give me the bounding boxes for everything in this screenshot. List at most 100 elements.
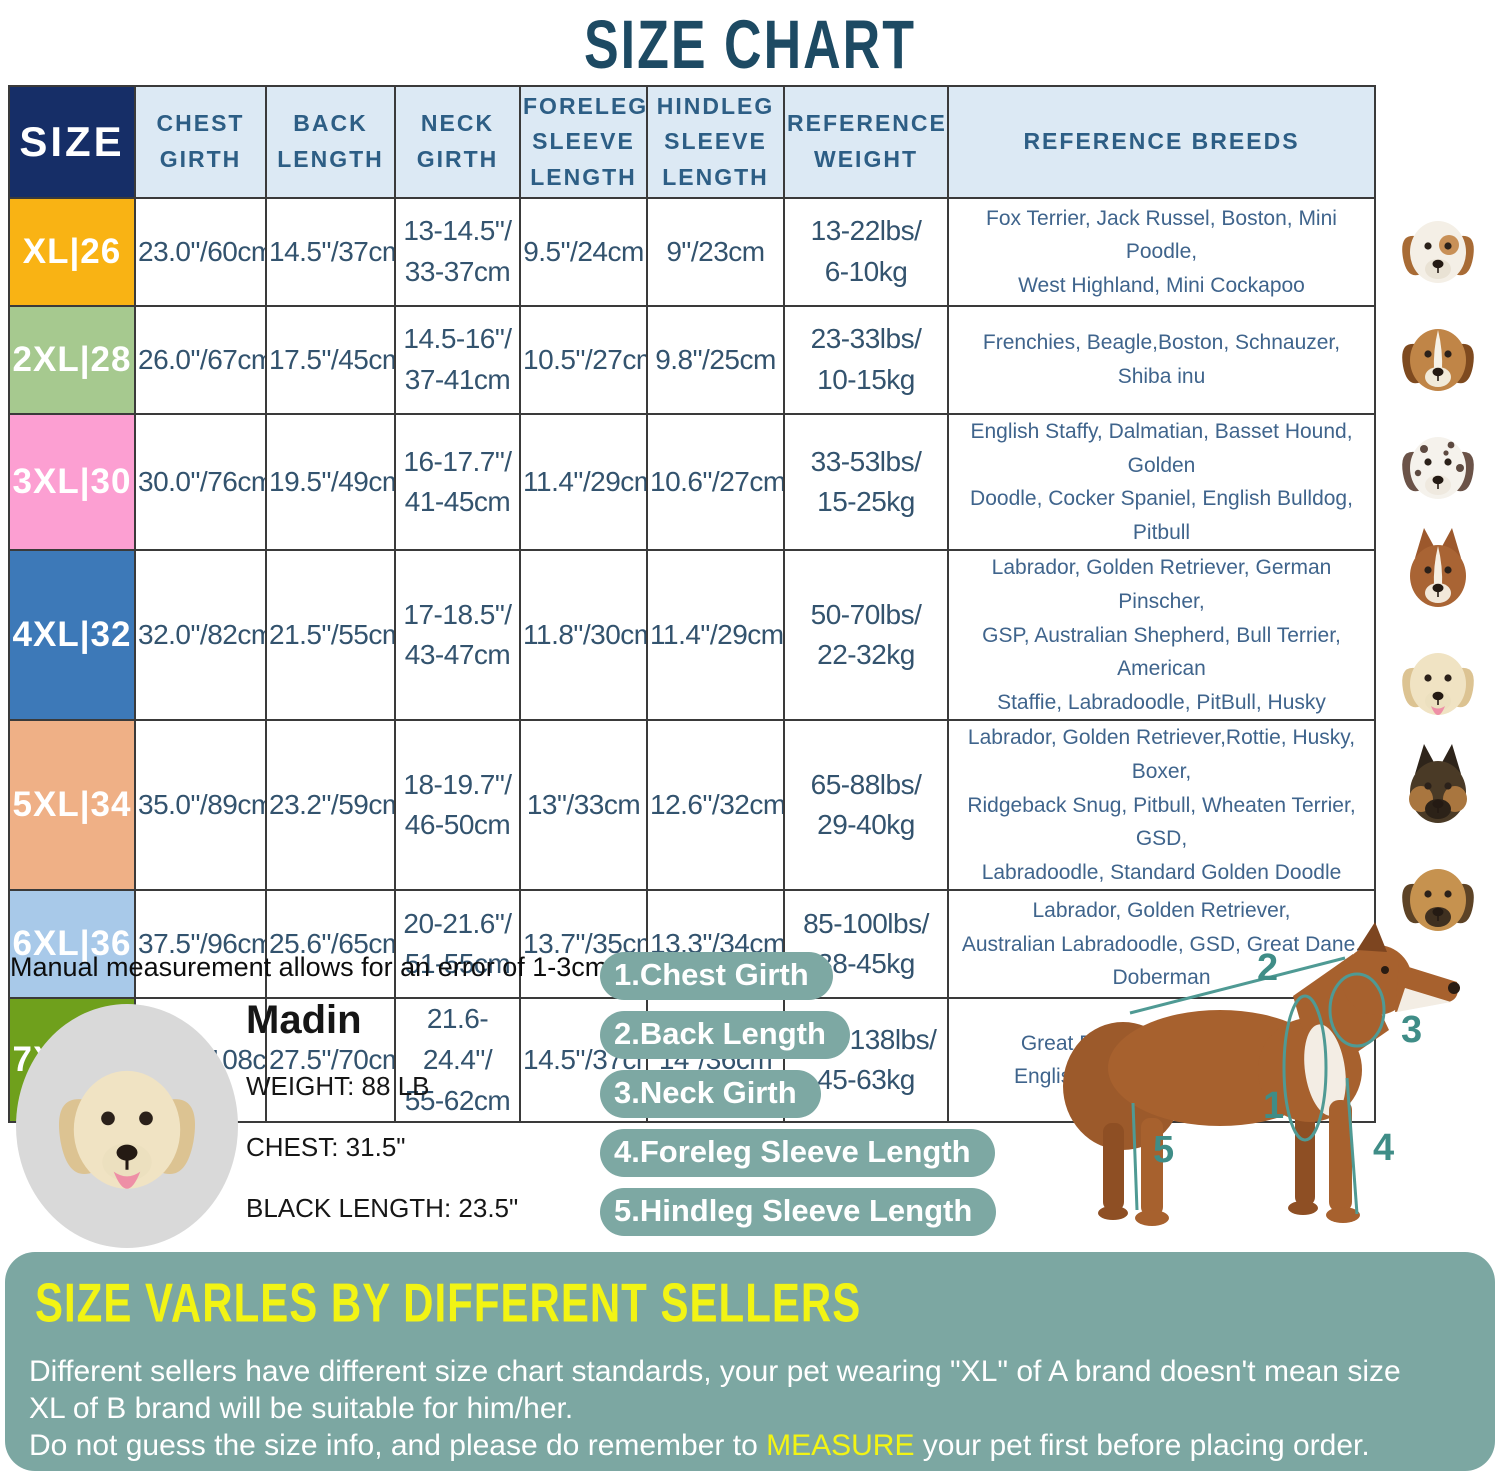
seller-notice-body: Different sellers have different size ch… <box>29 1354 1471 1465</box>
size-label-cell: 5XL|34 <box>8 719 136 892</box>
measurement-cell: 26.0"/67cm <box>134 305 267 415</box>
reference-breeds-cell: Frenchies, Beagle,Boston, Schnauzer, Shi… <box>947 305 1376 415</box>
reference-breeds-cell: Labrador, Golden Retriever, German Pinsc… <box>947 549 1376 722</box>
seller-notice-heading: SIZE VARLES BY DIFFERENT SELLERS <box>35 1272 862 1334</box>
column-header: HINDLEG SLEEVE LENGTH <box>646 85 785 199</box>
measurement-cell: 50-70lbs/ 22-32kg <box>783 549 949 722</box>
example-dog-name: Madin <box>246 998 362 1042</box>
size-row: 5XL|34 35.0"/89cm 23.2"/59cm 18-19.7"/ 46-5… <box>8 719 1376 892</box>
measurement-cell: 32.0"/82cm <box>134 549 267 722</box>
diagram-number-5: 5 <box>1153 1129 1174 1171</box>
example-dog-photo <box>16 1004 238 1248</box>
measurement-cell: 21.6-24.4"/ 55-62cm <box>394 997 521 1124</box>
notice-line-1: Different sellers have different size ch… <box>29 1355 1401 1388</box>
reference-breeds-cell: English Staffy, Dalmatian, Basset Hound,… <box>947 412 1376 552</box>
measurement-cell: 35.0"/89cm <box>134 719 267 892</box>
diagram-number-1: 1 <box>1263 1085 1284 1127</box>
dog-photo-jack-russell <box>1382 197 1494 303</box>
measurement-cell: 23.2"/59cm <box>265 719 396 892</box>
example-back-length: BLACK LENGTH: 23.5" <box>246 1193 519 1223</box>
diagram-number-4: 4 <box>1373 1127 1394 1169</box>
measurement-cell: 16-17.7"/ 41-45cm <box>394 412 521 552</box>
example-chest: CHEST: 31.5" <box>246 1132 406 1162</box>
measurement-cell: 33-53lbs/ 15-25kg <box>783 412 949 552</box>
measurement-cell: 14.5"/37cm <box>265 197 396 307</box>
measurement-cell: 30.0"/76cm <box>134 412 267 552</box>
diagram-number-3: 3 <box>1401 1009 1422 1051</box>
measurement-cell: 85-100lbs/ 38-45kg <box>783 889 949 1000</box>
measurement-pill: 2.Back Length <box>600 1011 850 1059</box>
measurement-cell: 13-22lbs/ 6-10kg <box>783 197 949 307</box>
dog-photo-dalmatian <box>1382 413 1494 519</box>
column-header-size: SIZE <box>8 85 136 199</box>
measurement-legend: 1.Chest Girth 2.Back Length 3.Neck Girth 4.… <box>600 952 997 1236</box>
measurement-cell: 27.5"/70cm <box>265 997 396 1124</box>
measurement-cell: 13-14.5"/ 33-37cm <box>394 197 521 307</box>
reference-breeds-cell: Labrador, Golden Retriever, Australian L… <box>947 889 1376 1000</box>
measure-highlight: MEASURE <box>766 1428 915 1462</box>
dog-photo-german-shepherd <box>1382 737 1494 843</box>
example-dog-info: Madin WEIGHT: 88 LB CHEST: 31.5" BLACK L… <box>246 998 606 1288</box>
measurement-cell: 23.0"/60cm <box>134 197 267 307</box>
measurement-pill: 4.Foreleg Sleeve Length <box>600 1129 995 1177</box>
measurement-cell: 12.6"/32cm <box>646 719 785 892</box>
dog-photo-labrador <box>1382 629 1494 735</box>
notice-line-2: XL of B brand will be suitable for him/h… <box>29 1391 574 1425</box>
measurement-cell: 17.5"/45cm <box>265 305 396 415</box>
title-wrap: SIZE CHART <box>0 6 1500 84</box>
dog-measurement-diagram: 2 1 3 4 5 <box>1063 922 1460 1226</box>
measurement-cell: 20-21.6"/ 51-55cm <box>394 889 521 1000</box>
measurement-cell: 18-19.7"/ 46-50cm <box>394 719 521 892</box>
measurement-cell: 23-33lbs/ 10-15kg <box>783 305 949 415</box>
measurement-cell: 9.8"/25cm <box>646 305 785 415</box>
diagram-number-2: 2 <box>1257 947 1278 989</box>
size-label-cell: 6XL|36 <box>8 889 136 1000</box>
measurement-cell: 9.5"/24cm <box>519 197 648 307</box>
measurement-cell: 21.5"/55cm <box>265 549 396 722</box>
seller-notice-panel: SIZE VARLES BY DIFFERENT SELLERS Differe… <box>5 1252 1495 1471</box>
table-header: SIZE CHEST GIRTH BACK LENGTH NECK GIRTH FORE… <box>8 85 1376 199</box>
measurement-pill: 5.Hindleg Sleeve Length <box>600 1188 997 1236</box>
notice-line-3: Do not guess the size info, and please d… <box>29 1428 1471 1465</box>
measurement-cell: 13"/33cm <box>519 719 648 892</box>
measurement-cell: 65-88lbs/ 29-40kg <box>783 719 949 892</box>
breed-photo-column <box>1382 197 1494 957</box>
measurement-cell: 9"/23cm <box>646 197 785 307</box>
reference-breeds-cell: Labrador, Golden Retriever,Rottie, Husky… <box>947 719 1376 892</box>
column-header: CHEST GIRTH <box>134 85 267 199</box>
size-label-cell: 2XL|28 <box>8 305 136 415</box>
size-row: 4XL|32 32.0"/82cm 21.5"/55cm 17-18.5"/ 43-4… <box>8 549 1376 722</box>
reference-breeds-cell: Fox Terrier, Jack Russel, Boston, Mini P… <box>947 197 1376 307</box>
measurement-cell: 10.5"/27cm <box>519 305 648 415</box>
size-label-cell: 4XL|32 <box>8 549 136 722</box>
measurement-cell: 19.5"/49cm <box>265 412 396 552</box>
size-row: 3XL|30 30.0"/76cm 19.5"/49cm 16-17.7"/ 41-4… <box>8 412 1376 552</box>
dog-photo-amstaff <box>1382 521 1494 627</box>
size-label-cell: 3XL|30 <box>8 412 136 552</box>
column-header: REFERENCE BREEDS <box>947 85 1376 199</box>
measurement-cell: 10.6"/27cm <box>646 412 785 552</box>
dog-photo-beagle <box>1382 305 1494 411</box>
column-header: BACK LENGTH <box>265 85 396 199</box>
measurement-cell: 11.4"/29cm <box>519 412 648 552</box>
size-row: XL|26 23.0"/60cm 14.5"/37cm 13-14.5"/ 33-37… <box>8 197 1376 307</box>
measurement-cell: 14.5-16"/ 37-41cm <box>394 305 521 415</box>
measurement-pill: 1.Chest Girth <box>600 952 833 1000</box>
measurement-cell: 11.8"/30cm <box>519 549 648 722</box>
column-header: NECK GIRTH <box>394 85 521 199</box>
column-header: REFERENCE WEIGHT <box>783 85 949 199</box>
measurement-cell: 17-18.5"/ 43-47cm <box>394 549 521 722</box>
notice-line-3-pre: Do not guess the size info, and please d… <box>29 1428 767 1462</box>
notice-line-3-post: your pet first before placing order. <box>914 1428 1370 1462</box>
measurement-lines <box>1129 956 1386 1215</box>
size-label-cell: XL|26 <box>8 197 136 307</box>
dog-photo-mastiff <box>1382 845 1494 951</box>
example-weight: WEIGHT: 88 LB <box>246 1071 430 1101</box>
size-row: 2XL|28 26.0"/67cm 17.5"/45cm 14.5-16"/ 37-4… <box>8 305 1376 415</box>
measurement-cell: 25.6"/65cm <box>265 889 396 1000</box>
measurement-pill: 3.Neck Girth <box>600 1070 821 1118</box>
measurement-cell: 37.5"/96cm <box>134 889 267 1000</box>
column-header: FORELEG SLEEVE LENGTH <box>519 85 648 199</box>
table-header-row: SIZE CHEST GIRTH BACK LENGTH NECK GIRTH FORE… <box>8 85 1376 199</box>
